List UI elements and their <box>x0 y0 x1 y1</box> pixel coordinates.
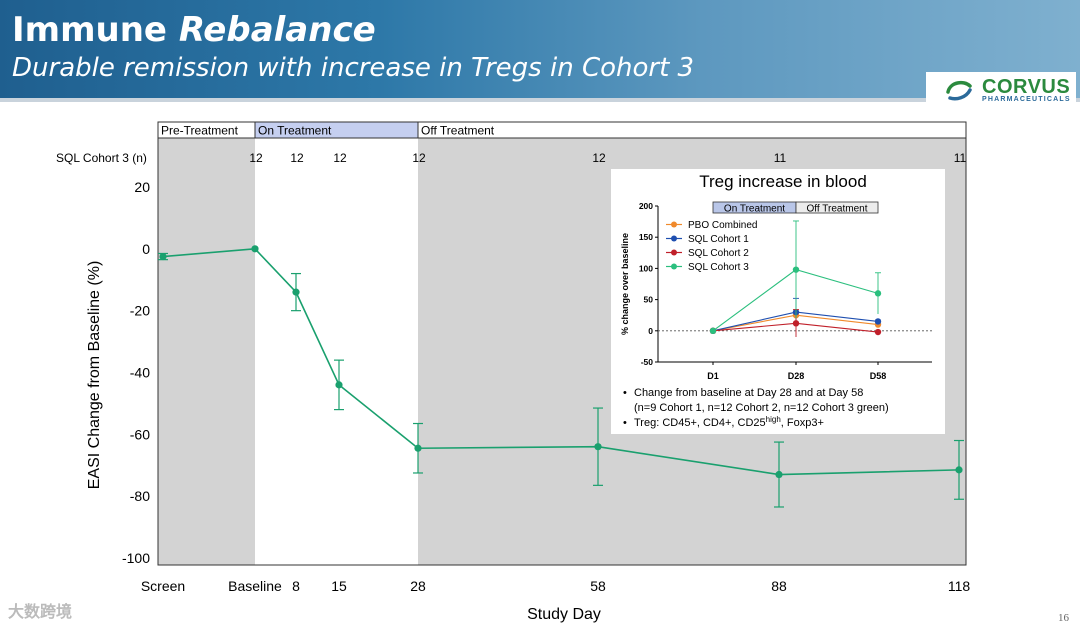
slide-subtitle: Durable remission with increase in Tregs… <box>12 53 695 83</box>
n-row-label: SQL Cohort 3 (n) <box>56 151 147 165</box>
phase-label: Pre-Treatment <box>161 124 239 138</box>
watermark: 大数跨境 <box>8 604 73 621</box>
phase-header-2 <box>417 121 967 139</box>
inset-data-point <box>874 290 882 297</box>
data-point <box>414 444 422 452</box>
x-tick-label: 88 <box>771 578 787 594</box>
inset-x-tick-label: D58 <box>870 371 887 381</box>
note-bullet: • <box>623 417 627 429</box>
x-tick-label: Baseline <box>228 578 282 594</box>
y-tick-label: -60 <box>130 426 150 442</box>
n-value: 11 <box>774 151 787 165</box>
n-value: 12 <box>412 151 426 165</box>
phase-region-1 <box>255 138 418 565</box>
x-tick-label: 58 <box>590 578 606 594</box>
n-value: 12 <box>592 151 606 165</box>
legend-swatch-dot <box>671 221 677 228</box>
inset-note-treg: Treg: CD45+, CD4+, CD25high, Foxp3+ <box>634 415 824 429</box>
plot-frame <box>157 137 967 566</box>
y-tick-label: -80 <box>130 488 150 504</box>
inset-data-point <box>709 327 717 334</box>
inset-data-point <box>874 318 882 325</box>
legend-swatch-dot <box>671 235 677 242</box>
data-point <box>775 470 783 479</box>
inset-phase-label: Off Treatment <box>807 204 868 215</box>
inset-phase-off <box>795 201 879 214</box>
phase-label: On Treatment <box>258 124 332 138</box>
x-tick-label: 28 <box>410 578 426 594</box>
phase-region-0 <box>158 138 255 565</box>
y-axis-label: EASI Change from Baseline (%) <box>86 261 103 490</box>
inset-y-tick-label: 100 <box>639 263 653 273</box>
logo-subtext: PHARMACEUTICALS <box>982 96 1071 103</box>
x-tick-label: 118 <box>948 578 971 594</box>
inset-data-point <box>874 328 882 336</box>
y-tick-label: 0 <box>142 241 150 257</box>
inset-y-tick-label: 150 <box>639 232 653 242</box>
data-point <box>955 466 963 474</box>
logo-name: CORVUS <box>982 76 1071 98</box>
inset-x-tick-label: D28 <box>788 371 805 381</box>
legend-label: SQL Cohort 1 <box>688 234 749 245</box>
inset-y-tick-label: 50 <box>644 295 654 305</box>
corvus-logo <box>926 72 1076 108</box>
x-axis-label: Study Day <box>527 606 601 623</box>
inset-y-tick-label: 0 <box>648 326 653 336</box>
inset-title: Treg increase in blood <box>699 172 867 191</box>
y-tick-label: 20 <box>134 179 150 195</box>
inset-phase-label: On Treatment <box>724 204 785 215</box>
x-tick-label: 15 <box>331 578 347 594</box>
slide-title: Immune Rebalance <box>12 10 376 50</box>
data-point <box>594 443 602 451</box>
inset-y-axis-label: % change over baseline <box>620 233 630 335</box>
y-tick-label: -100 <box>122 550 150 566</box>
x-tick-label: Screen <box>141 578 185 594</box>
n-value: 11 <box>954 151 967 165</box>
inset-note: (n=9 Cohort 1, n=12 Cohort 2, n=12 Cohor… <box>634 402 889 414</box>
inset-data-point <box>792 266 800 273</box>
legend-label: PBO Combined <box>688 220 757 231</box>
note-bullet: • <box>623 387 627 399</box>
legend-swatch-dot <box>671 263 677 270</box>
data-point <box>159 252 167 261</box>
header-divider <box>0 98 1080 102</box>
x-tick-label: 8 <box>292 578 300 594</box>
header-banner <box>0 0 1080 98</box>
data-point <box>292 288 300 296</box>
legend-label: SQL Cohort 3 <box>688 262 749 273</box>
inset-x-tick-label: D1 <box>707 371 719 381</box>
data-point <box>335 381 343 389</box>
page-number: 16 <box>1058 612 1069 624</box>
inset-y-tick-label: -50 <box>641 357 654 367</box>
corvus-logo-mark-icon <box>946 80 972 101</box>
inset-data-point <box>792 320 800 327</box>
n-value: 12 <box>249 151 263 165</box>
y-tick-label: -20 <box>130 303 150 319</box>
phase-label: Off Treatment <box>421 124 495 138</box>
n-value: 12 <box>290 151 304 165</box>
legend-label: SQL Cohort 2 <box>688 248 749 259</box>
n-value: 12 <box>333 151 347 165</box>
legend-swatch-dot <box>671 249 677 256</box>
data-point <box>251 245 259 253</box>
series-line <box>162 248 960 476</box>
y-tick-label: -40 <box>130 365 150 381</box>
inset-y-tick-label: 200 <box>639 201 653 211</box>
inset-note: Change from baseline at Day 28 and at Da… <box>634 387 863 399</box>
